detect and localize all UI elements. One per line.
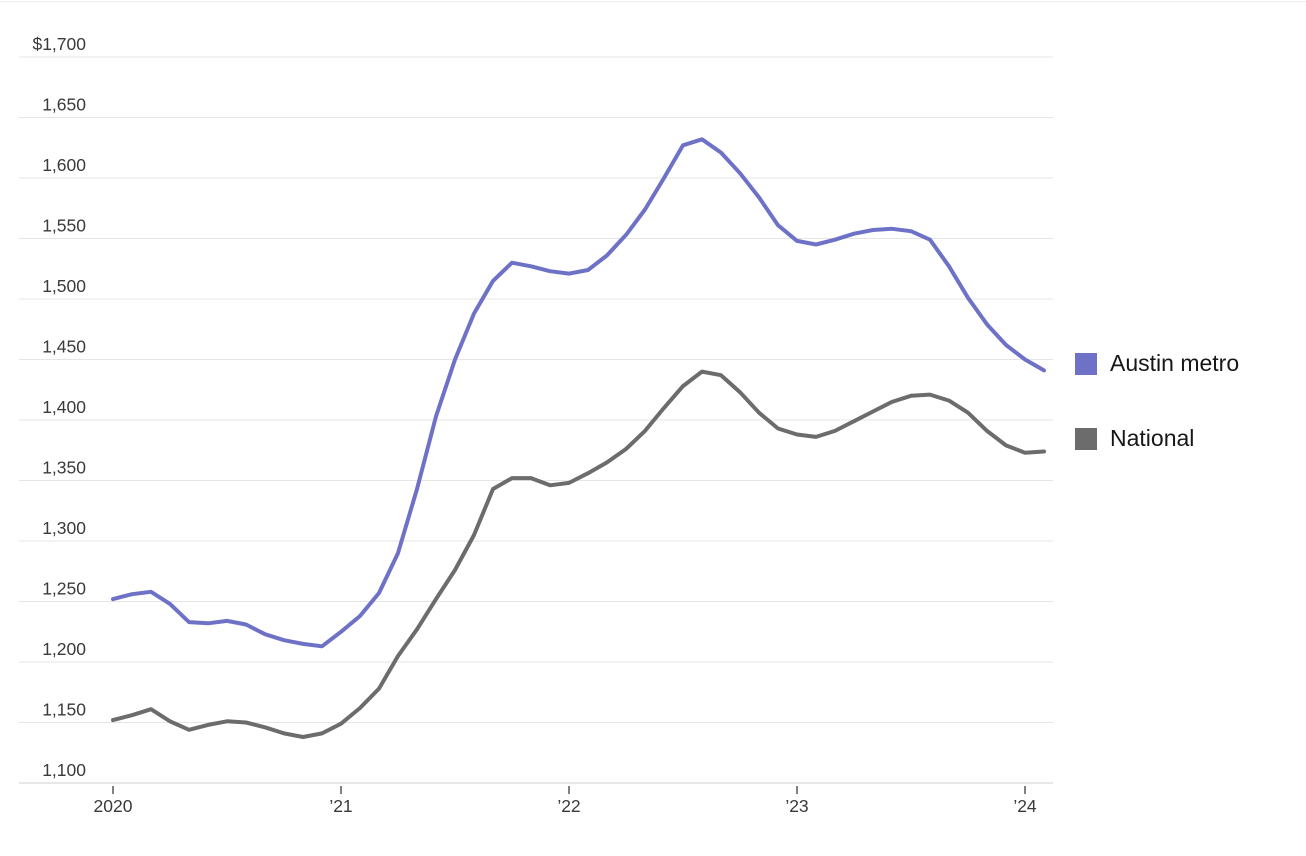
y-axis-label: 1,150 (42, 700, 86, 720)
x-axis-label: ’22 (557, 796, 580, 816)
national-swatch-icon (1075, 427, 1097, 450)
y-axis-label: 1,400 (42, 397, 86, 417)
x-axis-label: ’23 (785, 796, 808, 816)
legend: Austin metro National (1075, 352, 1239, 450)
y-axis-label: 1,350 (42, 458, 86, 478)
x-axis-label: 2020 (94, 796, 133, 816)
line-austin-metro (111, 137, 1046, 649)
legend-item-austin-metro: Austin metro (1075, 352, 1239, 375)
y-axis-label: 1,500 (42, 276, 86, 296)
y-axis-label: 1,300 (42, 518, 86, 538)
x-axis-label: ’24 (1013, 796, 1037, 816)
y-axis-label: 1,200 (42, 639, 86, 659)
y-axis-label: 1,100 (42, 760, 86, 780)
y-axis-label: 1,600 (42, 155, 86, 175)
y-axis-label: 1,450 (42, 337, 86, 357)
y-axis-label: 1,550 (42, 216, 86, 236)
x-axis-label: ’21 (329, 796, 352, 816)
legend-label-austin-metro: Austin metro (1110, 350, 1240, 376)
y-axis-label: $1,700 (32, 34, 86, 54)
top-divider (0, 1, 1306, 2)
legend-label-national: National (1110, 425, 1195, 451)
legend-item-national: National (1075, 427, 1239, 450)
y-axis-label: 1,650 (42, 95, 86, 115)
austin-metro-swatch-icon (1075, 352, 1097, 375)
y-axis-label: 1,250 (42, 579, 86, 599)
line-national (111, 369, 1046, 739)
